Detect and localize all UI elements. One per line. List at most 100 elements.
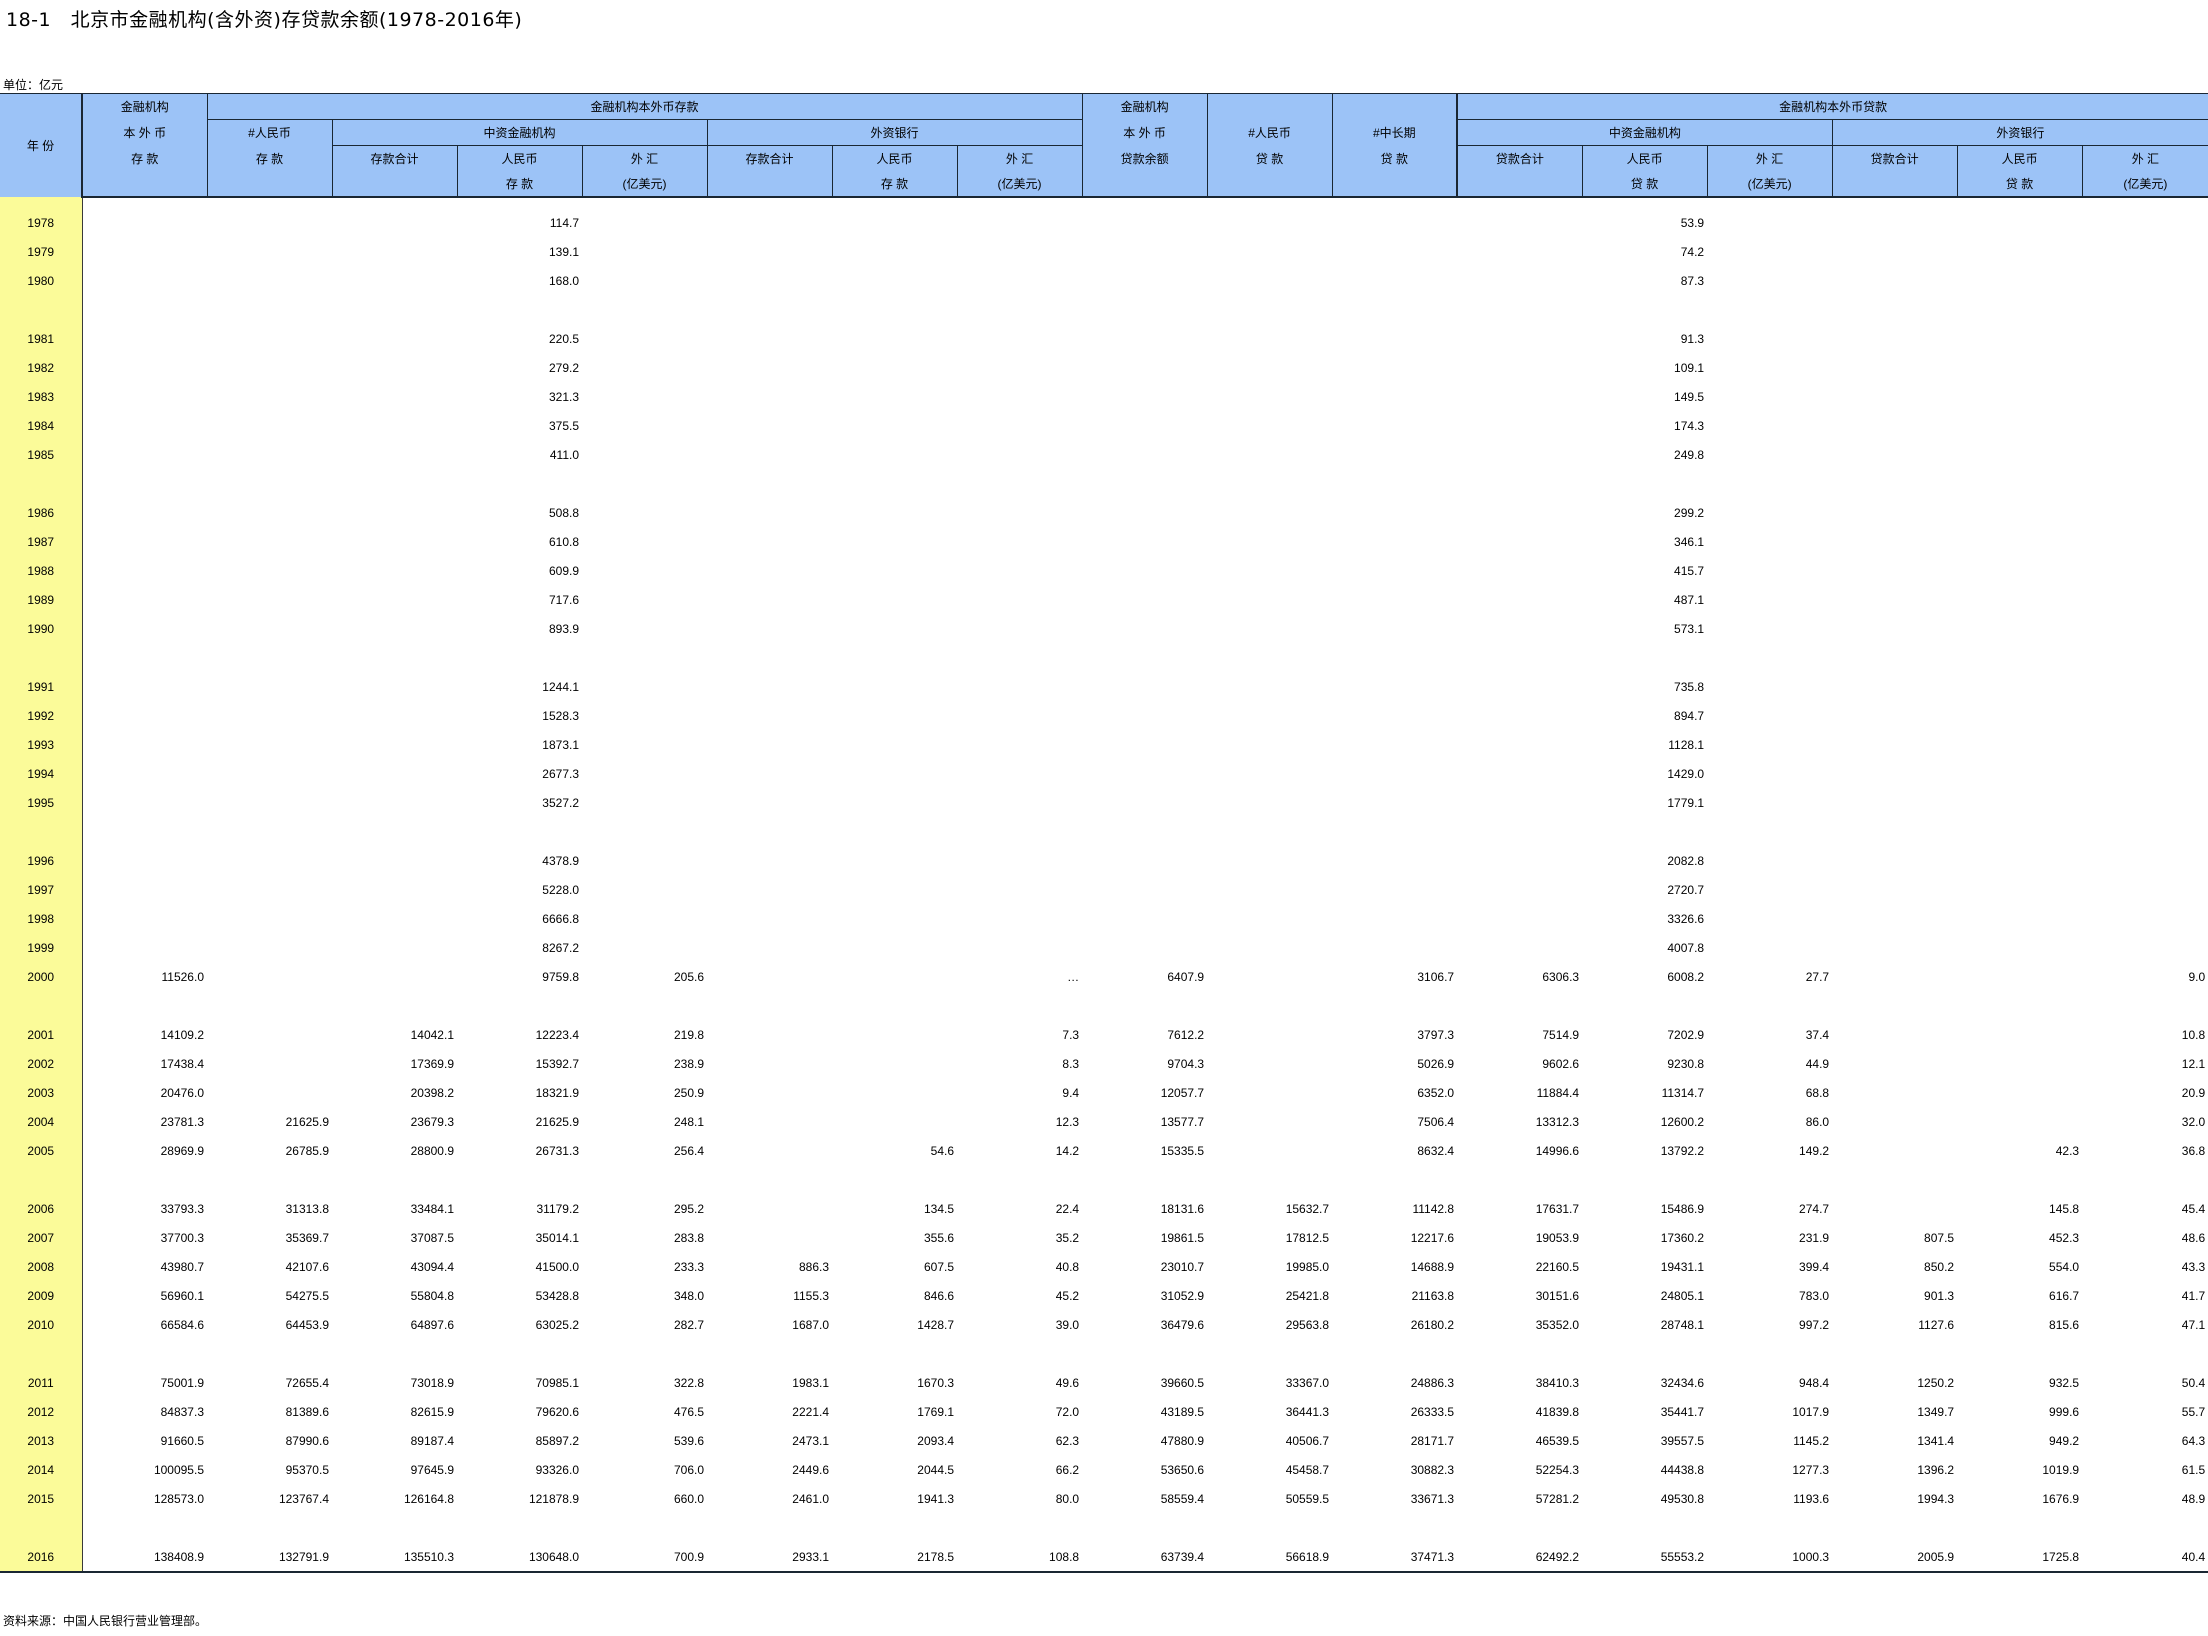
- value-cell: [332, 788, 457, 817]
- value-cell: [832, 1020, 957, 1049]
- value-cell: [707, 440, 832, 469]
- value-cell: 20398.2: [410, 1085, 454, 1100]
- table-row: 1987 610.8 346.1: [0, 527, 2208, 556]
- value-cell: 256.4: [673, 1143, 704, 1158]
- value-cell: 73018.9: [410, 1375, 454, 1390]
- header-loan-rmb-loan-2: 贷 款: [1581, 171, 1708, 198]
- value-cell: [82, 208, 207, 237]
- header-loan-mid-2: 贷 款: [1331, 145, 1458, 171]
- value-cell: 1127.6: [1918, 1317, 1955, 1332]
- value-cell: 24805.1: [1660, 1288, 1705, 1303]
- header-dep-domestic: 中资金融机构: [331, 119, 707, 146]
- value-cell: 949.2: [2049, 1433, 2080, 1448]
- value-cell: [1832, 846, 1957, 875]
- value-cell: [82, 382, 207, 411]
- value-cell: [1332, 411, 1457, 440]
- value-cell: [582, 846, 707, 875]
- value-cell: 17369.9: [410, 1056, 454, 1071]
- value-cell: [1707, 933, 1832, 962]
- year-cell: 1979: [0, 237, 83, 266]
- value-cell: [832, 411, 957, 440]
- value-cell: [1207, 904, 1332, 933]
- value-cell: 321.3: [548, 389, 579, 404]
- value-cell: 95370.5: [285, 1462, 329, 1477]
- value-cell: [1707, 411, 1832, 440]
- value-cell: 30151.6: [1535, 1288, 1580, 1303]
- value-cell: [1082, 904, 1207, 933]
- value-cell: [582, 730, 707, 759]
- value-cell: 355.6: [923, 1230, 954, 1245]
- value-cell: 93326.0: [535, 1462, 579, 1477]
- value-cell: 220.5: [548, 331, 579, 346]
- value-cell: 50559.5: [1285, 1491, 1330, 1506]
- value-cell: 49.6: [1055, 1375, 1080, 1390]
- value-cell: [832, 846, 957, 875]
- value-cell: [707, 846, 832, 875]
- value-cell: 1779.1: [1667, 795, 1705, 810]
- value-cell: [957, 933, 1082, 962]
- value-cell: 9.0: [2188, 969, 2206, 984]
- value-cell: [1457, 411, 1582, 440]
- value-cell: 38410.3: [1535, 1375, 1580, 1390]
- value-cell: 2933.1: [707, 1542, 832, 1573]
- value-cell: 6352.0: [1417, 1085, 1455, 1100]
- header-loan-f-total: 贷款合计: [1831, 145, 1958, 171]
- header-loan-domestic: 中资金融机构: [1456, 119, 1833, 146]
- value-cell: [332, 324, 457, 353]
- value-cell: 932.5: [2049, 1375, 2080, 1390]
- value-cell: 4007.8: [1667, 940, 1705, 955]
- value-cell: [1957, 1020, 2082, 1049]
- value-cell: [2082, 498, 2208, 527]
- value-cell: [2082, 208, 2208, 237]
- value-cell: [1832, 730, 1957, 759]
- value-cell: 41500.0: [535, 1259, 579, 1274]
- value-cell: 11526.0: [161, 969, 205, 984]
- value-cell: [707, 411, 832, 440]
- value-cell: [332, 962, 457, 991]
- value-cell: 17438.4: [160, 1056, 204, 1071]
- value-cell: 40.8: [1055, 1259, 1080, 1274]
- header-loan-rmb-2: 贷 款: [1206, 145, 1333, 171]
- value-cell: 12.3: [1055, 1114, 1080, 1129]
- table-row: 2011 75001.9 72655.4 73018.9 70985.1 322.8 198…: [0, 1368, 2208, 1397]
- value-cell: [332, 614, 457, 643]
- value-cell: [832, 266, 957, 295]
- value-cell: [957, 672, 1082, 701]
- value-cell: 554.0: [2049, 1259, 2080, 1274]
- value-cell: 295.2: [673, 1201, 704, 1216]
- table-row: 2014 100095.5 95370.5 97645.9 93326.0 706.0 24…: [0, 1455, 2208, 1484]
- value-cell: [707, 208, 832, 237]
- value-cell: 19861.5: [1160, 1230, 1205, 1245]
- value-cell: [1332, 672, 1457, 701]
- value-cell: 1019.9: [2042, 1462, 2080, 1477]
- value-cell: 1676.9: [2042, 1491, 2080, 1506]
- value-cell: 6666.8: [542, 911, 579, 926]
- value-cell: 26333.5: [1410, 1404, 1455, 1419]
- value-cell: 3326.6: [1667, 911, 1705, 926]
- value-cell: [1207, 672, 1332, 701]
- value-cell: 20476.0: [160, 1085, 204, 1100]
- value-cell: [707, 672, 832, 701]
- value-cell: [832, 324, 957, 353]
- value-cell: 74.2: [1680, 244, 1705, 259]
- value-cell: 2677.3: [542, 766, 579, 781]
- value-cell: [82, 875, 207, 904]
- value-cell: [832, 875, 957, 904]
- year-cell: 2015: [0, 1484, 83, 1513]
- value-cell: 48.9: [2181, 1491, 2206, 1506]
- value-cell: [1332, 904, 1457, 933]
- value-cell: 205.6: [673, 969, 704, 984]
- value-cell: [1707, 527, 1832, 556]
- year-cell: 2008: [0, 1252, 83, 1281]
- value-cell: 68.8: [1805, 1085, 1830, 1100]
- value-cell: [207, 672, 332, 701]
- value-cell: [207, 933, 332, 962]
- value-cell: [582, 411, 707, 440]
- value-cell: 5026.9: [1417, 1056, 1455, 1071]
- value-cell: 138408.9: [82, 1542, 207, 1573]
- value-cell: [2082, 875, 2208, 904]
- value-cell: 8.3: [1062, 1056, 1080, 1071]
- value-cell: 21163.8: [1411, 1288, 1455, 1303]
- table-row: 1995 3527.2 1779.1: [0, 788, 2208, 817]
- value-cell: [832, 585, 957, 614]
